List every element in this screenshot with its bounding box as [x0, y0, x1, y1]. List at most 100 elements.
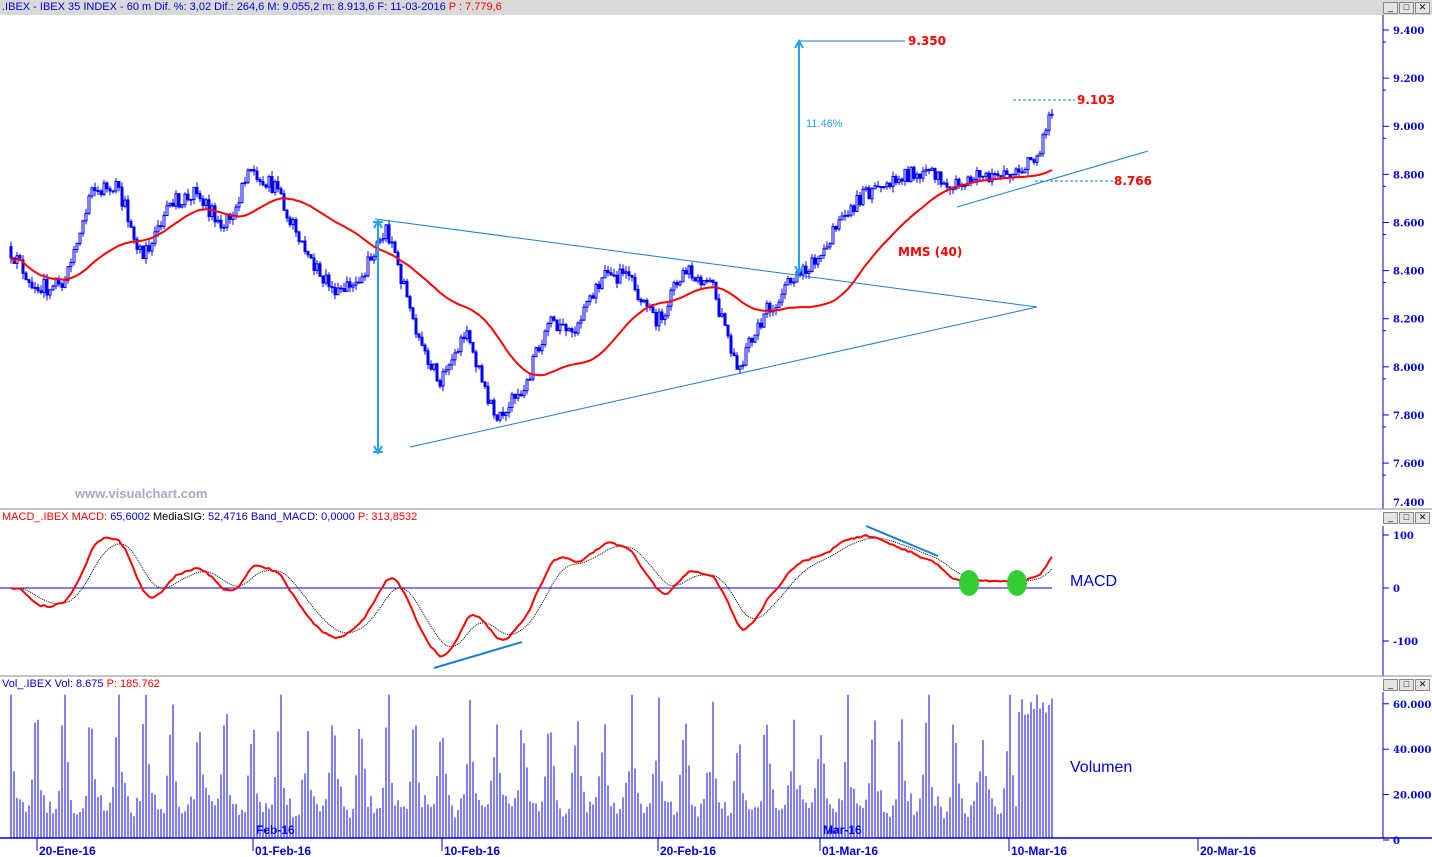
price-bar-down — [699, 276, 703, 286]
price-bar-down — [171, 202, 175, 207]
maximize-button[interactable]: □ — [1399, 2, 1414, 14]
price-bar-up — [477, 365, 481, 368]
price-bar-down — [255, 170, 259, 181]
price-bar-down — [276, 181, 280, 190]
volume-tick-label: 40.000 — [1393, 745, 1431, 756]
triangle-height-arrow — [373, 218, 383, 456]
price-bar-up — [522, 390, 526, 397]
mms-40-line — [10, 169, 1053, 377]
price-bar-down — [228, 213, 232, 220]
volume-tick-label: 0 — [1393, 836, 1400, 847]
price-bar-down — [627, 271, 631, 276]
price-bar-down — [399, 264, 403, 284]
price-bar-up — [810, 257, 814, 272]
time-tick-label: 20-Mar-16 — [1200, 844, 1256, 857]
price-bar-down — [987, 172, 991, 183]
price-bar-up — [156, 225, 160, 233]
price-bar-up — [924, 169, 928, 172]
price-bar-down — [660, 311, 664, 320]
symbol-label: .IBEX - IBEX 35 INDEX - — [2, 1, 127, 13]
price-bar-up — [540, 343, 544, 352]
price-bar-down — [207, 199, 211, 218]
price-bar-up — [204, 199, 208, 206]
macd-p-value: P: 313,8532 — [354, 511, 418, 523]
price-bar-down — [495, 414, 499, 421]
price-bar-up — [1023, 169, 1027, 174]
price-bar-up — [786, 278, 790, 286]
price-bar-down — [435, 363, 439, 382]
macd-lines — [10, 533, 1053, 658]
price-bar-up — [744, 347, 748, 366]
price-bar-down — [96, 190, 100, 193]
minimize-button[interactable]: _ — [1383, 512, 1398, 524]
maximize-button[interactable]: □ — [1399, 512, 1414, 524]
price-bar-up — [51, 285, 55, 291]
minimize-button[interactable]: _ — [1383, 679, 1398, 691]
macd-cross-highlight — [1007, 570, 1027, 596]
annotations: www.visualchart.com 9.350 11.46% 9.103 8… — [74, 34, 1152, 776]
price-bar-up — [951, 188, 955, 191]
price-bar-up — [345, 281, 349, 292]
price-bar-up — [936, 171, 940, 180]
price-bar-down — [339, 287, 343, 290]
price-bar-down — [726, 324, 730, 337]
close-button[interactable]: ✕ — [1415, 512, 1430, 524]
mms-label: MMS (40) — [898, 245, 962, 259]
price-bar-up — [819, 254, 823, 260]
price-bar-up — [708, 279, 712, 283]
close-button[interactable]: ✕ — [1415, 2, 1430, 14]
price-bar-up — [453, 352, 457, 361]
price-bar-up — [1047, 114, 1051, 131]
price-bar-down — [591, 295, 595, 299]
price-tick-label: 9.000 — [1393, 122, 1424, 133]
volume-name: Vol_.IBEX — [2, 678, 55, 690]
price-bar-down — [570, 328, 574, 333]
price-bar-up — [756, 322, 760, 336]
price-bar-up — [837, 219, 841, 230]
minimize-button[interactable]: _ — [1383, 2, 1398, 14]
high-level-label: 9.103 — [1077, 93, 1115, 107]
price-bar-up — [765, 302, 769, 315]
price-bar-down — [486, 385, 490, 404]
price-bar-up — [891, 176, 895, 188]
price-bar-up — [567, 328, 571, 332]
price-bar-up — [375, 241, 379, 257]
price-bar-up — [663, 315, 667, 320]
price-bar-down — [321, 275, 325, 284]
price-bar-down — [9, 246, 13, 259]
price-bar-down — [282, 193, 286, 211]
price-bar-down — [939, 171, 943, 185]
price-bar-down — [648, 305, 652, 308]
price-bar-down — [621, 268, 625, 274]
price-bar-up — [459, 336, 463, 353]
signal-line — [10, 537, 1053, 648]
maximize-button[interactable]: □ — [1399, 679, 1414, 691]
price-bars — [9, 108, 1054, 423]
price-bar-up — [456, 351, 460, 354]
price-bar-down — [252, 169, 256, 172]
price-bar-down — [132, 226, 136, 240]
close-button[interactable]: ✕ — [1415, 679, 1430, 691]
signal-value: 52,4716 — [208, 511, 248, 523]
volume-header: Vol_.IBEX Vol: 8.675 P: 185.762 — [0, 677, 1383, 692]
price-bar-down — [888, 182, 892, 188]
price-bar-up — [816, 258, 820, 265]
price-bar-down — [894, 176, 898, 184]
price-bar-up — [666, 305, 670, 317]
price-bar-down — [645, 299, 649, 307]
price-bar-up — [291, 218, 295, 226]
price-bar-down — [537, 347, 541, 352]
price-bar-up — [801, 265, 805, 276]
price-bar-up — [432, 363, 436, 370]
price-bar-down — [60, 283, 64, 288]
price-bar-down — [264, 184, 268, 188]
price-bar-down — [555, 319, 559, 332]
price-bar-up — [189, 198, 193, 201]
price-bar-down — [408, 296, 412, 309]
price-bar-down — [117, 181, 121, 188]
price-bar-up — [237, 202, 241, 208]
price-bar-down — [675, 282, 679, 286]
price-bar-up — [981, 175, 985, 178]
price-bar-down — [270, 176, 274, 193]
